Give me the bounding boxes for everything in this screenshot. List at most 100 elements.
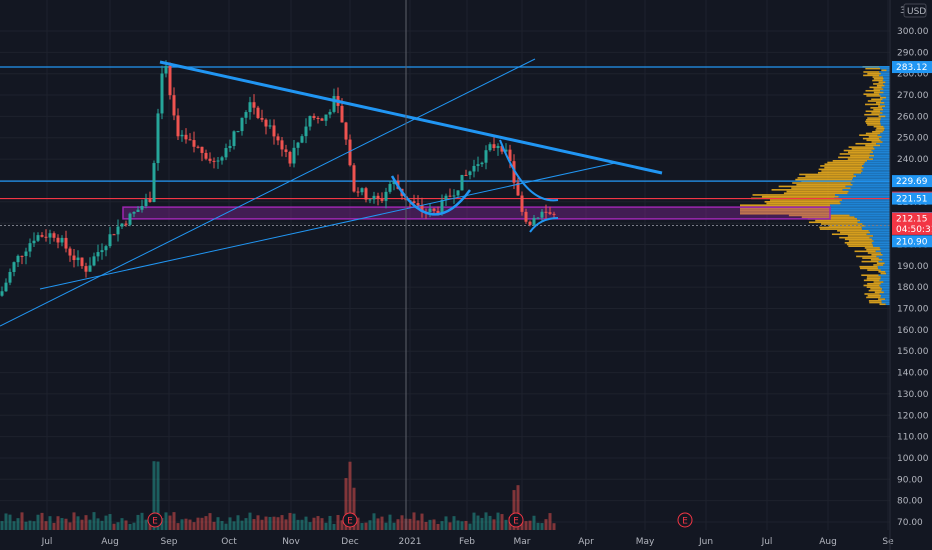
profile-bar (866, 248, 881, 251)
candle-body (452, 195, 456, 197)
volume-bar (452, 516, 456, 530)
profile-bar (867, 100, 882, 102)
candle-body (344, 122, 348, 140)
profile-bar-value (879, 279, 890, 282)
price-tag (892, 212, 932, 225)
support-zone[interactable] (122, 206, 831, 220)
profile-bar (827, 161, 865, 164)
trend-drawings[interactable] (0, 58, 663, 327)
profile-bar (855, 142, 877, 145)
volume-bar (88, 519, 92, 530)
profile-bar (807, 218, 858, 220)
profile-bar (866, 119, 881, 121)
y-tick-label: 130.00 (897, 390, 929, 400)
profile-bar-value (882, 288, 890, 290)
profile-bar-value (852, 178, 890, 181)
profile-bar (860, 267, 879, 270)
candle-body (224, 148, 228, 158)
profile-bar (878, 81, 886, 84)
profile-bar-value (883, 88, 890, 90)
profile-bar-value (878, 274, 890, 277)
volume-bar (172, 512, 176, 530)
candle-body (260, 117, 264, 120)
volume-bar (440, 521, 444, 530)
candle-body (272, 125, 276, 137)
profile-bar-value (880, 132, 890, 135)
volume-bar (500, 514, 504, 530)
candle-body (124, 223, 128, 225)
volume-bar (300, 519, 304, 530)
volume-bar (548, 513, 552, 530)
profile-bar-value (881, 252, 890, 254)
volume-bar (400, 515, 404, 530)
profile-bar-value (879, 137, 890, 140)
price-tags: 283.12229.69221.95221.51212.35212.1504:5… (892, 61, 932, 248)
currency-badge[interactable] (903, 3, 927, 18)
profile-bar-value (886, 69, 890, 72)
volume-bar (248, 512, 252, 530)
profile-bar (846, 243, 873, 246)
volume-bar (68, 522, 72, 530)
profile-bar (865, 89, 881, 92)
volume-bar (432, 519, 436, 530)
profile-bar (865, 120, 881, 123)
x-tick-label: Jul (41, 537, 53, 547)
profile-bar-value (857, 218, 890, 220)
x-tick-label: Aug (819, 537, 837, 547)
volume-bar (200, 517, 204, 530)
candle-body (168, 65, 172, 96)
volume-bar (224, 523, 228, 530)
profile-bar-value (880, 144, 890, 147)
candle-body (388, 184, 392, 192)
profile-bar-value (847, 192, 890, 195)
profile-bar-value (854, 216, 890, 218)
candle-body (448, 195, 452, 197)
volume-bar (84, 515, 88, 530)
profile-bar (875, 129, 885, 131)
candle-body (48, 233, 52, 238)
volume-bar (460, 521, 464, 530)
profile-bar (870, 288, 883, 290)
profile-bar (866, 296, 881, 299)
volume-bar (44, 521, 48, 530)
profile-bar-value (880, 277, 890, 280)
volume-bar (528, 520, 532, 530)
profile-bar-value (878, 267, 890, 270)
profile-bar-value (873, 240, 890, 242)
horizontal-levels[interactable] (0, 66, 890, 227)
y-tick-label: 140.00 (897, 369, 929, 379)
candle-body (316, 117, 320, 119)
profile-bar (862, 257, 879, 259)
volume-bar (116, 522, 120, 530)
profile-bar (865, 103, 881, 106)
volume-bar (64, 518, 68, 530)
profile-bar (869, 301, 882, 304)
profile-bar (848, 240, 874, 242)
x-tick-label: Nov (282, 537, 300, 547)
volume-bar (380, 516, 384, 530)
profile-bar-value (881, 289, 890, 292)
volume-bar (96, 518, 100, 530)
profile-bar-value (830, 206, 890, 208)
price-tag (892, 61, 932, 74)
profile-bar (792, 182, 851, 184)
price-tag (892, 192, 932, 205)
volume-bar (16, 518, 20, 530)
descending-trendline (159, 60, 663, 175)
profile-bar (864, 247, 880, 249)
profile-bar-value (866, 233, 890, 236)
profile-bar-value (880, 117, 890, 119)
volume-bar (340, 520, 344, 530)
profile-bar-value (879, 247, 890, 249)
profile-bar-value (882, 141, 890, 143)
candle-body (212, 160, 216, 162)
profile-bar (876, 84, 885, 87)
profile-bar-value (880, 269, 890, 271)
profile-bar (873, 281, 884, 283)
volume-bar (292, 513, 296, 530)
candle-body (244, 112, 248, 118)
volume-bar (444, 516, 448, 530)
candle-body (256, 107, 260, 118)
